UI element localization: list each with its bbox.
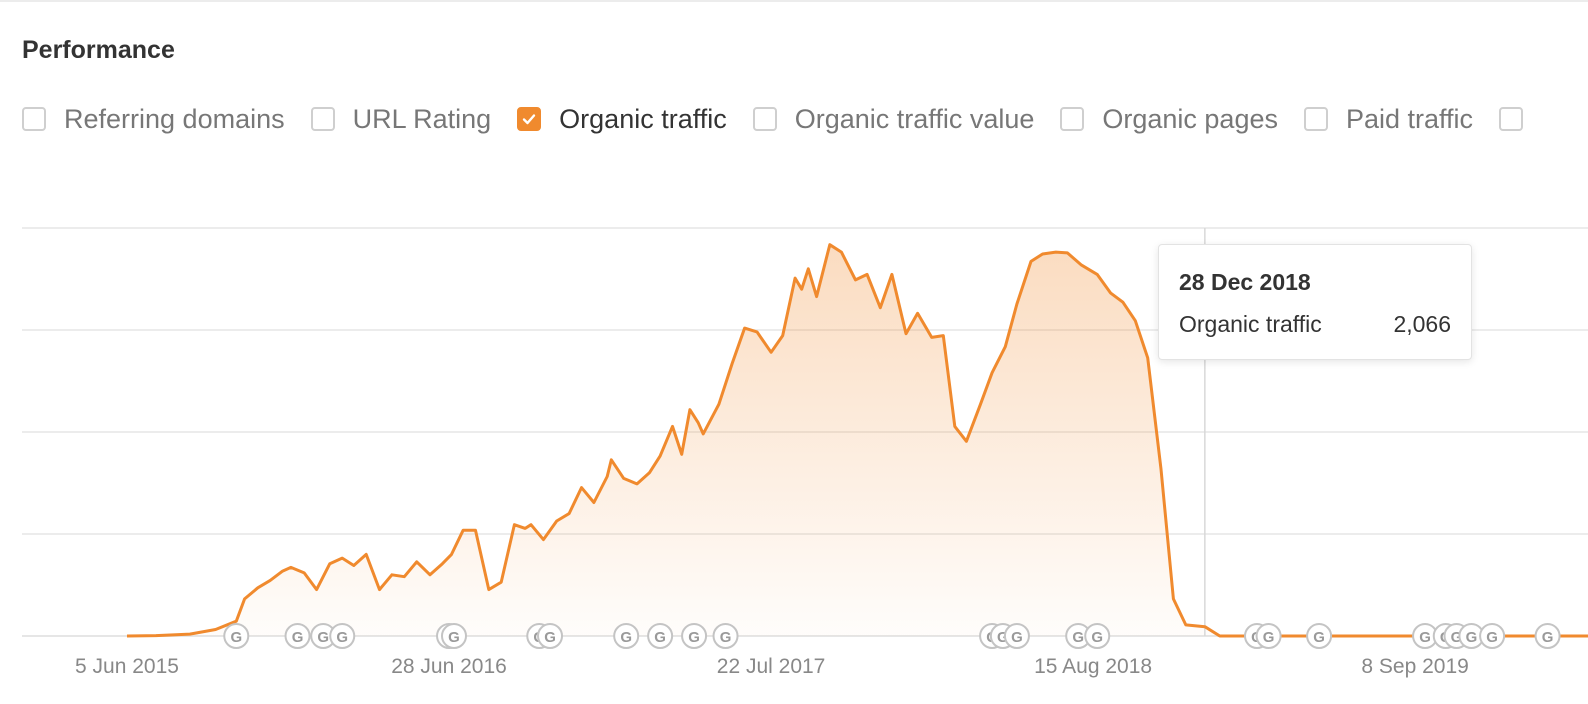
svg-text:G: G (1091, 629, 1103, 646)
checkbox[interactable] (310, 107, 335, 131)
google-update-icon[interactable]: G (681, 623, 708, 649)
svg-text:G: G (1313, 629, 1325, 646)
svg-text:G: G (688, 629, 700, 646)
tooltip-metric-label: Organic traffic (1179, 311, 1322, 337)
x-tick-label: 5 Jun 2015 (75, 655, 179, 678)
metric-label: Organic traffic value (794, 103, 1035, 134)
svg-text:G: G (1072, 629, 1084, 646)
metric-label: Organic traffic (559, 103, 727, 134)
checkmark-icon (522, 114, 536, 125)
traffic-area (127, 244, 1588, 636)
svg-text:G: G (1419, 629, 1431, 646)
metric-label: Paid traffic (1345, 103, 1474, 134)
tooltip-metric-value: 2,066 (1393, 311, 1451, 337)
svg-text:G: G (317, 629, 329, 646)
checkbox[interactable] (1499, 107, 1524, 131)
google-update-icon[interactable]: G (1003, 623, 1030, 649)
x-tick-label: 15 Aug 2018 (1034, 655, 1152, 678)
svg-text:G: G (448, 629, 460, 646)
google-update-icon[interactable]: G (537, 623, 564, 649)
svg-text:G: G (1451, 629, 1463, 646)
svg-text:G: G (336, 629, 348, 646)
metric-option[interactable]: URL Rating (310, 103, 492, 135)
metric-option[interactable]: Referring domains (22, 104, 285, 135)
metric-label: Referring domains (64, 103, 285, 134)
x-tick-label: 22 Jul 2017 (717, 655, 826, 678)
metric-option[interactable]: Organic pages (1060, 104, 1278, 135)
svg-text:G: G (1263, 629, 1275, 646)
svg-text:G: G (292, 629, 304, 646)
checkbox-checked[interactable] (517, 107, 542, 131)
svg-text:G: G (230, 629, 242, 646)
svg-text:G: G (997, 629, 1009, 646)
metric-option[interactable]: Organic traffic value (752, 103, 1035, 135)
checkbox[interactable] (752, 107, 777, 131)
metric-option[interactable] (1499, 107, 1541, 131)
google-update-icon[interactable]: G (310, 623, 337, 649)
metric-selector: Referring domains URL Rating Organic traff… (22, 98, 1567, 140)
checkbox[interactable] (22, 107, 46, 131)
x-tick-label: 28 Jun 2016 (391, 655, 507, 678)
svg-text:G: G (720, 629, 732, 646)
x-tick-label: 8 Sep 2019 (1361, 655, 1468, 678)
metric-label: Organic pages (1102, 103, 1278, 134)
traffic-line[interactable] (126, 243, 1588, 638)
metric-option[interactable]: Paid traffic (1303, 103, 1474, 135)
google-update-icon[interactable]: G (712, 623, 739, 649)
checkbox[interactable] (1060, 107, 1085, 131)
google-update-icon[interactable]: G (1534, 623, 1561, 649)
google-update-icon[interactable]: G (647, 623, 674, 649)
svg-text:G: G (1486, 629, 1498, 646)
section-title: Performance (22, 36, 175, 64)
svg-text:G: G (1011, 629, 1023, 646)
google-update-icon[interactable]: G (1306, 623, 1333, 649)
svg-text:G: G (620, 629, 632, 646)
google-update-icon[interactable]: G (613, 623, 640, 649)
tooltip-row: Organic traffic 2,066 (1179, 311, 1451, 338)
checkbox[interactable] (1303, 107, 1328, 131)
google-update-icon[interactable]: G (440, 623, 467, 649)
svg-text:G: G (544, 629, 556, 646)
svg-text:G: G (654, 629, 666, 646)
metric-label: URL Rating (352, 103, 492, 134)
google-update-icon[interactable]: G (1084, 623, 1111, 649)
tooltip-date: 28 Dec 2018 (1179, 269, 1311, 295)
metric-option[interactable]: Organic traffic (517, 104, 727, 135)
google-update-icon[interactable]: G (1479, 623, 1506, 649)
chart-tooltip: 28 Dec 2018 Organic traffic 2,066 (1158, 244, 1472, 360)
google-update-icon[interactable]: G (329, 623, 356, 649)
google-update-icon[interactable]: G (1255, 623, 1282, 649)
svg-text:G: G (1466, 629, 1478, 646)
svg-text:G: G (1542, 629, 1554, 646)
google-update-icon[interactable]: G (223, 623, 250, 649)
top-divider (0, 0, 1588, 2)
google-update-icon[interactable]: G (284, 623, 311, 649)
